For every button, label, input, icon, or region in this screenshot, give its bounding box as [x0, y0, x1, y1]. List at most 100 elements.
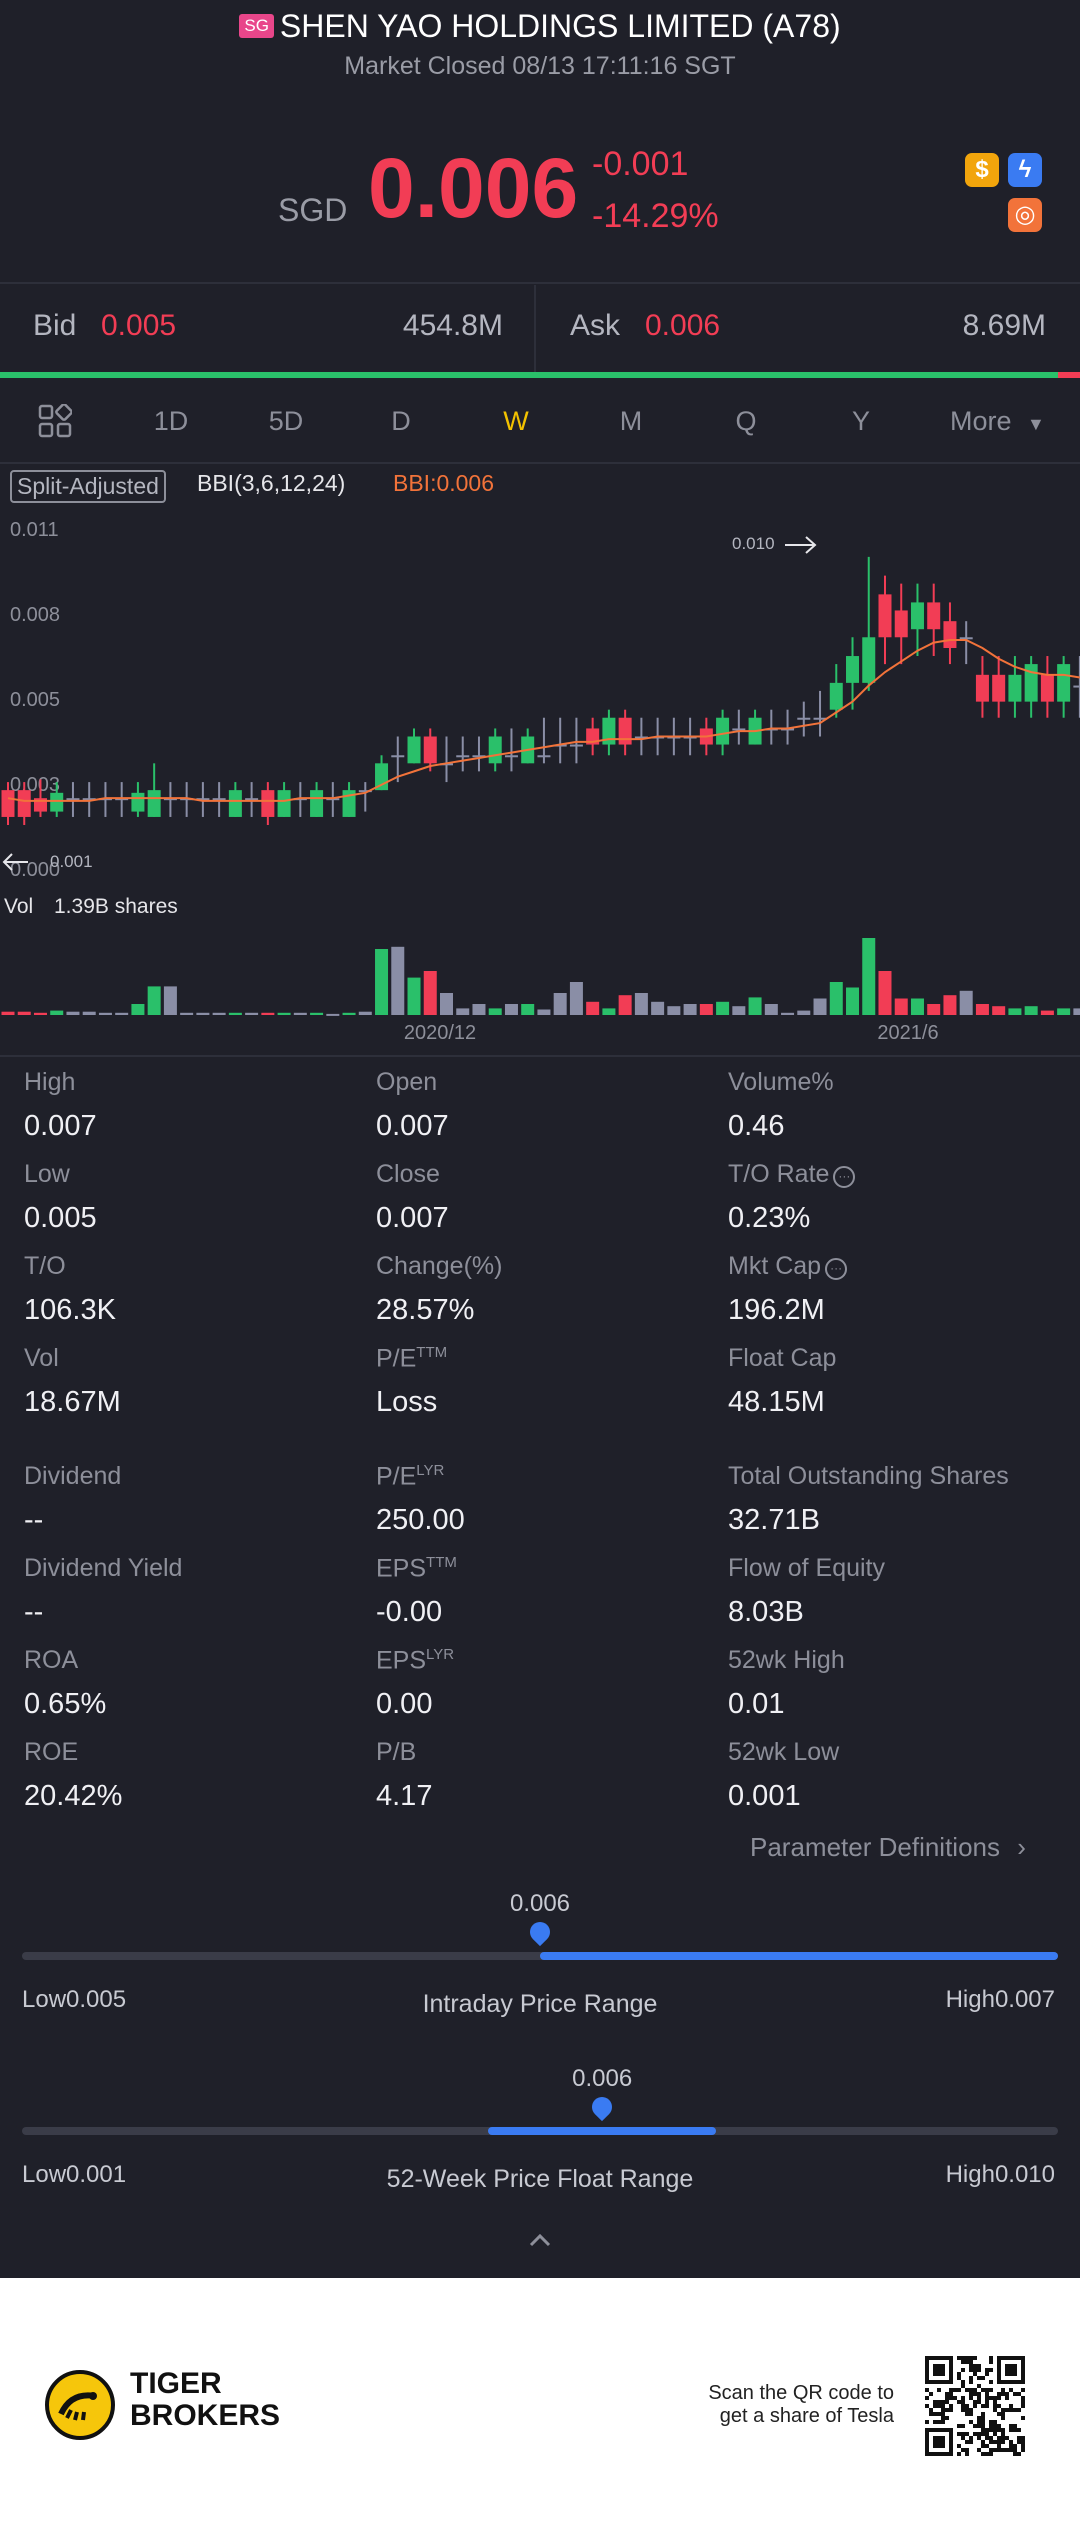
stat-value: 0.005: [24, 1202, 97, 1234]
qr-module: [937, 2388, 941, 2392]
brand-name: TIGER BROKERS: [130, 2368, 280, 2432]
52wk-range-fill: [488, 2127, 717, 2135]
flash-icon[interactable]: ϟ: [1008, 153, 1042, 187]
ask-volume: 8.69M: [962, 309, 1046, 342]
stat-value: -0.00: [376, 1596, 443, 1628]
qr-module: [957, 2376, 961, 2380]
qr-module: [977, 2368, 981, 2372]
qr-module: [1001, 2416, 1005, 2420]
low-label: Low: [22, 2161, 67, 2188]
volume-bar: [699, 1004, 713, 1015]
split-adjusted-toggle[interactable]: Split-Adjusted: [10, 470, 166, 503]
volume-bar: [456, 1008, 470, 1015]
qr-module: [977, 2364, 981, 2368]
qr-module: [985, 2388, 989, 2392]
dollar-icon[interactable]: $: [965, 153, 999, 187]
info-icon[interactable]: ···: [833, 1166, 856, 1188]
qr-module: [969, 2396, 973, 2400]
qr-module: [961, 2404, 965, 2408]
low-value: 0.001: [66, 2161, 127, 2188]
more-dropdown[interactable]: More ▼: [950, 406, 1045, 437]
qr-module: [981, 2440, 985, 2444]
candle-body: [261, 790, 275, 817]
qr-module: [949, 2388, 953, 2392]
qr-module: [981, 2416, 985, 2420]
qr-module: [1017, 2436, 1021, 2440]
qr-module: [1001, 2408, 1005, 2412]
tab-w[interactable]: W: [503, 406, 529, 436]
qr-module: [925, 2404, 929, 2408]
qr-module: [929, 2392, 933, 2396]
stock-title-row: SG SHEN YAO HOLDINGS LIMITED (A78): [0, 8, 1080, 45]
qr-module: [993, 2408, 997, 2412]
tab-y[interactable]: Y: [851, 406, 870, 436]
qr-module: [965, 2440, 969, 2444]
stat-value: 0.65%: [24, 1688, 107, 1720]
tab-q[interactable]: Q: [735, 406, 757, 436]
candle-body: [634, 736, 648, 739]
qr-module: [993, 2404, 997, 2408]
qr-module: [941, 2416, 945, 2420]
ask-label: Ask: [570, 309, 621, 342]
volume-bar: [228, 1012, 242, 1015]
qr-module: [973, 2372, 977, 2376]
candle-body: [504, 755, 518, 758]
indicator-value: BBI:0.006: [393, 470, 495, 496]
tab-m[interactable]: M: [619, 406, 643, 436]
qr-finder: [997, 2356, 1025, 2360]
bbi-line: [7, 638, 1080, 802]
indicator-name[interactable]: BBI(3,6,12,24): [197, 470, 346, 496]
stat-label: EPSLYR: [376, 1646, 455, 1675]
ask-section: Ask 0.006 8.69M: [570, 285, 1046, 373]
qr-module: [1005, 2448, 1009, 2452]
candle-body: [423, 736, 437, 764]
qr-finder: [925, 2428, 929, 2456]
chevron-up-icon[interactable]: [525, 2225, 555, 2255]
trade-icon[interactable]: ◎: [1008, 198, 1042, 232]
intraday-range-title: Intraday Price Range: [422, 1990, 658, 2018]
volume-bar: [115, 1012, 129, 1015]
candlestick-chart[interactable]: 0.011 0.008 0.005 0.003 0.000 0.010 0.001 Vol 1.…: [0, 515, 1080, 1045]
scan-line-1: Scan the QR code to: [708, 2382, 894, 2404]
intraday-high: High0.007: [946, 1986, 1055, 2014]
volume-bar: [66, 1011, 80, 1015]
volume-bar: [602, 1008, 616, 1015]
qr-module: [969, 2408, 973, 2412]
volume-bar: [261, 1012, 275, 1015]
candle-body: [66, 798, 80, 801]
qr-module: [997, 2412, 1001, 2416]
qr-module: [989, 2360, 993, 2364]
candle-body: [846, 656, 860, 683]
stat-label: 52wk Low: [728, 1738, 840, 1766]
tab-d[interactable]: D: [391, 406, 411, 436]
divider: [0, 1055, 1080, 1057]
quote-header: SG SHEN YAO HOLDINGS LIMITED (A78) Market…: [0, 0, 1080, 280]
tab-5d[interactable]: 5D: [268, 406, 304, 436]
qr-module: [961, 2400, 965, 2404]
stat-label: Flow of Equity: [728, 1554, 886, 1582]
candle-body: [147, 790, 161, 817]
volume-bar: [504, 1004, 518, 1015]
tab-1d[interactable]: 1D: [153, 406, 189, 436]
info-icon[interactable]: ···: [825, 1258, 848, 1280]
qr-module: [961, 2384, 965, 2388]
qr-module: [985, 2372, 989, 2376]
candle-body: [975, 674, 989, 702]
qr-module: [953, 2388, 957, 2392]
qr-module: [993, 2396, 997, 2400]
stat-label: T/O: [24, 1252, 66, 1280]
bid-ratio-bar: [0, 372, 1059, 378]
parameter-definitions-link[interactable]: Parameter Definitions ›: [750, 1832, 1026, 1863]
triangle-down-icon: ▼: [1027, 414, 1045, 434]
volume-bar: [375, 949, 389, 1015]
qr-module: [957, 2356, 961, 2360]
qr-module: [945, 2408, 949, 2412]
candle-body: [927, 602, 941, 630]
volume-bar: [732, 1006, 746, 1015]
qr-module: [989, 2436, 993, 2440]
qr-module: [961, 2360, 965, 2364]
chart-layout-icon[interactable]: [38, 403, 73, 438]
volume-bar: [1073, 1008, 1080, 1015]
qr-module: [961, 2380, 965, 2384]
qr-module: [1021, 2388, 1025, 2392]
